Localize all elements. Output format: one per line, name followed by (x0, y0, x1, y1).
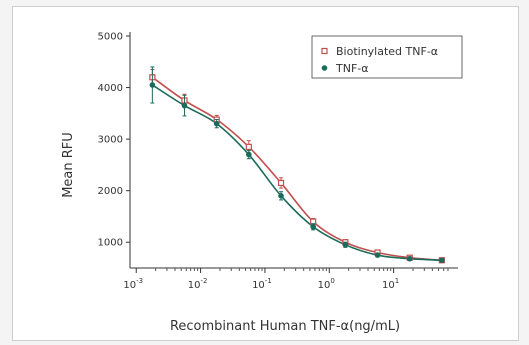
data-point-tnf (406, 255, 413, 262)
data-point-tnf (374, 252, 381, 258)
legend-label: TNF-α (335, 62, 369, 75)
y-tick-label: 4000 (98, 83, 123, 94)
x-tick-label: 10-3 (123, 277, 143, 291)
data-point-tnf (246, 151, 252, 158)
legend-box (311, 35, 463, 79)
data-point-tnf (439, 257, 445, 264)
fit-curves (151, 76, 442, 262)
fit-curve-0 (151, 76, 442, 262)
x-axis-title: Recombinant Human TNF-α(ng/mL) (170, 319, 400, 334)
legend-label: Biotinylated TNF-α (336, 45, 438, 58)
y-tick-label: 2000 (98, 186, 123, 197)
y-tick-label: 1000 (98, 238, 123, 249)
data-point-tnf (278, 193, 284, 199)
data-point-tnf (181, 102, 188, 109)
y-axis-title: Mean RFU (61, 132, 76, 198)
data-point-tnf (310, 223, 316, 230)
legend-marker-biotinylated (321, 47, 328, 55)
x-tick-label: 100 (318, 277, 335, 291)
data-point-tnf (149, 82, 156, 88)
x-tick-label: 101 (382, 277, 399, 291)
data-point-biotinylated (277, 179, 285, 187)
legend: Biotinylated TNF-α TNF-α (311, 35, 463, 79)
data-point-tnf (342, 242, 349, 248)
fit-curve-1 (151, 84, 442, 262)
data-points (149, 66, 445, 264)
y-tick-label: 3000 (98, 135, 123, 146)
data-point-biotinylated (245, 143, 252, 150)
y-tick-label: 5000 (98, 32, 123, 43)
legend-marker-tnf (321, 65, 328, 71)
x-tick-label: 10-2 (188, 277, 208, 291)
x-tick-label: 10-1 (252, 277, 272, 291)
data-point-tnf (213, 120, 220, 127)
axes: 1000 2000 3000 4000 5000 10-3 10-2 10-1 100 101 (98, 32, 458, 291)
